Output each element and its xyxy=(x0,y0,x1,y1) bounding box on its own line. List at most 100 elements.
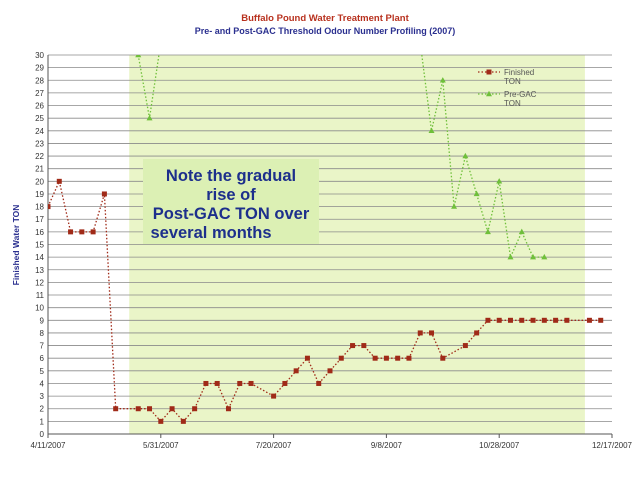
y-tick-label: 7 xyxy=(40,342,45,351)
y-tick-label: 24 xyxy=(35,127,44,136)
y-axis-label: Finished Water TON xyxy=(11,205,21,286)
y-tick-label: 18 xyxy=(35,203,44,212)
y-tick-label: 13 xyxy=(35,266,44,275)
finished-ton-point xyxy=(530,317,536,323)
pre-gac-ton-point xyxy=(541,253,548,260)
finished-ton-point xyxy=(372,355,378,361)
pre-gac-ton-point xyxy=(135,55,142,58)
finished-ton-point xyxy=(158,418,164,424)
legend-label-finished-ton: Finished TON xyxy=(504,68,534,86)
finished-ton-point xyxy=(304,355,310,361)
pre-gac-ton-point xyxy=(439,77,446,83)
y-tick-label: 6 xyxy=(40,354,45,363)
finished-ton-point xyxy=(598,317,604,323)
finished-ton-point xyxy=(169,406,175,412)
finished-ton-point xyxy=(485,317,491,323)
y-tick-label: 8 xyxy=(40,329,45,338)
finished-ton-point xyxy=(316,380,322,386)
pre-gac-ton-point xyxy=(484,228,491,235)
finished-ton-point xyxy=(68,229,74,235)
y-tick-label: 25 xyxy=(35,114,44,123)
annotation-box xyxy=(143,159,319,244)
pre-gac-ton-point xyxy=(462,152,469,159)
y-tick-label: 20 xyxy=(35,177,44,186)
finished-ton-point xyxy=(293,368,299,374)
finished-ton-point xyxy=(225,406,231,412)
y-tick-label: 29 xyxy=(35,64,44,73)
finished-ton-point xyxy=(56,178,62,184)
y-tick-label: 2 xyxy=(40,405,45,414)
y-tick-label: 15 xyxy=(35,241,44,250)
x-tick-label: 12/17/2007 xyxy=(592,441,633,450)
pre-gac-ton-point xyxy=(158,39,164,44)
finished-ton-point xyxy=(113,406,119,412)
chart-subtitle: Pre- and Post-GAC Threshold Odour Number… xyxy=(195,26,456,36)
finished-ton-point xyxy=(327,368,333,374)
finished-ton-point xyxy=(553,317,559,323)
finished-ton-point xyxy=(90,229,96,235)
finished-ton-point xyxy=(135,406,141,412)
finished-ton-point xyxy=(395,355,401,361)
finished-ton-point xyxy=(79,229,85,235)
pre-gac-ton-point xyxy=(518,228,525,235)
y-tick-label: 3 xyxy=(40,392,45,401)
finished-ton-point xyxy=(417,330,423,336)
legend-marker-pre-gac-ton xyxy=(486,90,492,97)
finished-ton-point xyxy=(496,317,502,323)
pre-gac-ton-point xyxy=(417,39,423,44)
annotation-text: Note the gradual rise of Post-GAC TON over… xyxy=(150,167,309,242)
finished-ton-point xyxy=(48,204,51,210)
pre-gac-ton-line xyxy=(137,55,545,260)
finished-ton-point xyxy=(338,355,344,361)
y-tick-label: 28 xyxy=(35,76,44,85)
finished-ton-point xyxy=(180,418,186,424)
y-tick-label: 22 xyxy=(35,152,44,161)
finished-ton-point xyxy=(214,380,220,386)
finished-ton-point xyxy=(248,380,254,386)
finished-ton-point xyxy=(101,191,107,197)
y-tick-label: 17 xyxy=(35,215,44,224)
finished-ton-point xyxy=(271,393,277,399)
y-tick-label: 30 xyxy=(35,51,44,60)
finished-ton-point xyxy=(564,317,570,323)
finished-ton-point xyxy=(361,343,367,349)
pre-gac-ton-point xyxy=(496,178,503,184)
x-tick-label: 5/31/2007 xyxy=(143,441,179,450)
finished-ton-point xyxy=(192,406,198,412)
finished-ton-point xyxy=(586,317,592,323)
finished-ton-point xyxy=(406,355,412,361)
finished-ton-point xyxy=(429,330,435,336)
pre-gac-ton-point xyxy=(146,114,153,121)
finished-ton-point xyxy=(383,355,389,361)
y-tick-label: 10 xyxy=(35,304,44,313)
finished-ton-line xyxy=(48,179,601,423)
finished-ton-point xyxy=(541,317,547,323)
finished-ton-point xyxy=(519,317,525,323)
y-tick-label: 16 xyxy=(35,228,44,237)
chart-title: Buffalo Pound Water Treatment Plant xyxy=(241,13,409,24)
finished-ton-point xyxy=(237,380,243,386)
pre-gac-ton-point xyxy=(530,253,537,260)
finished-ton-point xyxy=(507,317,513,323)
finished-ton-point xyxy=(440,355,446,361)
pre-gac-ton-point xyxy=(507,253,514,260)
y-tick-label: 0 xyxy=(40,430,45,439)
finished-ton-point xyxy=(462,343,468,349)
y-tick-label: 1 xyxy=(40,417,45,426)
y-tick-label: 26 xyxy=(35,102,44,111)
y-tick-label: 27 xyxy=(35,89,44,98)
y-tick-label: 23 xyxy=(35,139,44,148)
legend-marker-finished-ton xyxy=(486,69,492,75)
y-tick-label: 14 xyxy=(35,253,44,262)
y-tick-label: 11 xyxy=(36,291,45,300)
finished-ton-point xyxy=(147,406,153,412)
y-tick-label: 21 xyxy=(35,165,44,174)
plot-area: 0123456789101112131415161718192021222324… xyxy=(31,39,633,450)
finished-ton-point xyxy=(203,380,209,386)
finished-ton-point xyxy=(350,343,356,349)
finished-ton-point xyxy=(474,330,480,336)
pre-gac-ton-point xyxy=(428,127,435,133)
x-tick-label: 10/28/2007 xyxy=(479,441,520,450)
x-tick-label: 4/11/2007 xyxy=(31,441,67,450)
